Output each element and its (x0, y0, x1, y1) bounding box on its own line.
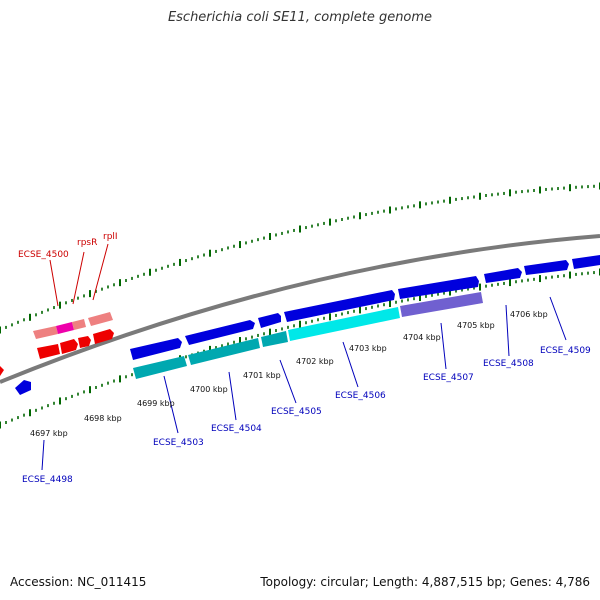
gene-label[interactable]: ECSE_4509 (540, 346, 591, 356)
gene-arrow[interactable] (400, 292, 483, 317)
gene-leader-lines-red (49, 243, 109, 307)
gene-arrow[interactable] (37, 344, 60, 359)
gene-arrow[interactable] (188, 338, 260, 365)
gene-leader-lines (41, 296, 567, 471)
gene-arrow[interactable] (288, 307, 400, 341)
gene-arrow[interactable] (130, 338, 182, 360)
kbp-labels: 4697 kbp 4698 kbp 4699 kbp 4700 kbp 4701… (30, 310, 548, 438)
genome-backbone (0, 234, 600, 384)
gene-label[interactable]: ECSE_4506 (335, 391, 386, 401)
gene-arrow[interactable] (78, 336, 91, 348)
gene-arrow[interactable] (284, 290, 395, 322)
gene-label[interactable]: rpsR (77, 238, 97, 248)
kbp-label: 4704 kbp (403, 333, 441, 342)
map-title: Escherichia coli SE11, complete genome (167, 10, 433, 25)
gene-features[interactable] (0, 255, 600, 395)
gene-label[interactable]: ECSE_4504 (211, 424, 262, 434)
kbp-label: 4703 kbp (349, 344, 387, 353)
kbp-label: 4700 kbp (190, 385, 228, 394)
gene-arrow[interactable] (185, 320, 255, 345)
gene-arrow[interactable] (88, 312, 113, 326)
gene-arrow[interactable] (261, 331, 288, 347)
gene-arrow[interactable] (524, 260, 569, 275)
gene-arrow[interactable] (56, 322, 74, 334)
outer-tick-row (0, 182, 600, 334)
gene-label[interactable]: ECSE_4503 (153, 438, 204, 448)
gene-arrow[interactable] (93, 329, 114, 344)
gene-label[interactable]: ECSE_4498 (22, 475, 73, 485)
gene-label[interactable]: ECSE_4507 (423, 373, 474, 383)
gene-labels: ECSE_4498 ECSE_4503 ECSE_4504 ECSE_4505 … (18, 232, 591, 485)
gene-label[interactable]: ECSE_4500 (18, 250, 69, 260)
gene-label[interactable]: ECSE_4505 (271, 407, 322, 417)
gene-label[interactable]: rplI (103, 232, 118, 242)
gene-arrow[interactable] (484, 268, 522, 283)
gene-arrow[interactable] (572, 255, 600, 269)
kbp-label: 4698 kbp (84, 414, 122, 423)
kbp-label: 4697 kbp (30, 429, 68, 438)
gene-arrow[interactable] (258, 313, 281, 328)
kbp-label: 4699 kbp (137, 399, 175, 408)
gene-arrow[interactable] (133, 356, 187, 379)
kbp-label: 4701 kbp (243, 371, 281, 380)
topology-text: Topology: circular; Length: 4,887,515 bp… (260, 575, 590, 589)
gene-arrow[interactable] (0, 366, 4, 376)
kbp-label: 4705 kbp (457, 321, 495, 330)
gene-arrow[interactable] (72, 319, 86, 330)
kbp-label: 4706 kbp (510, 310, 548, 319)
gene-arrow[interactable] (398, 276, 479, 299)
kbp-label: 4702 kbp (296, 357, 334, 366)
gene-arrow[interactable] (60, 339, 78, 354)
gene-arrow[interactable] (33, 326, 58, 339)
accession-text: Accession: NC_011415 (10, 575, 147, 589)
gene-arrow[interactable] (15, 380, 31, 395)
gene-label[interactable]: ECSE_4508 (483, 359, 534, 369)
